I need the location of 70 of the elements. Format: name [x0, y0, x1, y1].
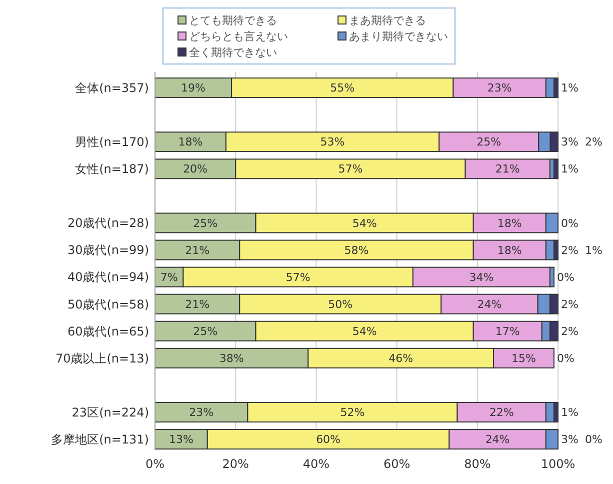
x-tick-label: 20%: [222, 457, 249, 471]
legend-label: あまり期待できない: [349, 30, 448, 43]
x-tick-label: 80%: [464, 457, 491, 471]
data-label: 50%: [328, 298, 353, 311]
data-label: 57%: [286, 270, 310, 284]
y-tick-label: 40歳代(n=94): [67, 270, 149, 284]
x-tick-label: 60%: [383, 457, 410, 471]
data-label: 1%: [585, 244, 602, 257]
data-label: 57%: [338, 162, 363, 176]
data-label: 1%: [561, 82, 578, 95]
data-label: 15%: [512, 352, 536, 365]
y-tick-label: 全体(n=357): [75, 80, 149, 95]
data-label: 21%: [185, 298, 210, 311]
data-label: 21%: [185, 244, 210, 257]
data-label: 7%: [160, 270, 178, 284]
y-tick-label: 50歳代(n=58): [67, 297, 149, 312]
data-label: 18%: [497, 244, 522, 257]
x-tick-label: 100%: [540, 457, 576, 471]
data-label: 1%: [561, 406, 578, 420]
data-label: 55%: [330, 82, 355, 95]
data-label: 20%: [183, 162, 208, 176]
data-label: 25%: [476, 136, 502, 149]
data-label: 54%: [352, 324, 377, 338]
data-label: 53%: [320, 136, 345, 149]
data-label: 3%: [561, 136, 578, 149]
data-label: 0%: [556, 270, 574, 284]
bar: [553, 158, 558, 180]
data-label: 23%: [189, 406, 214, 420]
legend-label: 全く期待できない: [189, 46, 277, 59]
y-tick-label: 60歳代(n=65): [67, 324, 149, 338]
data-label: 21%: [495, 162, 520, 176]
data-label: 22%: [489, 406, 514, 420]
data-label: 19%: [181, 82, 206, 95]
y-tick-label: 70歳以上(n=13): [55, 351, 149, 366]
y-tick-label: 23区(n=224): [72, 405, 149, 420]
data-label: 52%: [340, 406, 365, 420]
legend-label: まあ期待できる: [349, 14, 426, 27]
data-label: 2%: [561, 298, 578, 311]
data-label: 23%: [487, 82, 512, 95]
x-tick-label: 40%: [302, 457, 330, 471]
data-label: 0%: [585, 433, 602, 446]
data-label: 60%: [316, 433, 341, 446]
y-tick-label: 20歳代(n=28): [67, 216, 149, 230]
data-label: 13%: [168, 433, 194, 446]
data-label: 25%: [193, 216, 218, 230]
data-label: 54%: [352, 216, 377, 230]
data-label: 3%: [561, 433, 578, 446]
data-label: 0%: [556, 352, 574, 365]
legend-label: とても期待できる: [189, 14, 277, 27]
data-label: 46%: [388, 352, 414, 365]
data-label: 2%: [561, 244, 578, 257]
data-label: 18%: [497, 216, 522, 230]
y-tick-label: 多摩地区(n=131): [51, 432, 149, 446]
data-label: 38%: [219, 352, 244, 365]
data-label: 2%: [561, 324, 578, 338]
data-label: 25%: [193, 324, 218, 338]
x-tick-label: 0%: [145, 457, 165, 471]
data-label: 0%: [561, 216, 578, 230]
data-label: 58%: [344, 244, 369, 257]
data-label: 34%: [469, 270, 494, 284]
data-label: 18%: [178, 136, 203, 149]
data-label: 2%: [585, 136, 602, 149]
data-label: 24%: [485, 433, 510, 446]
data-label: 24%: [477, 298, 502, 311]
y-tick-label: 30歳代(n=99): [67, 243, 149, 258]
y-tick-label: 女性(n=187): [75, 162, 149, 176]
y-tick-label: 男性(n=170): [75, 135, 149, 150]
data-label: 17%: [495, 324, 520, 338]
data-label: 1%: [561, 162, 578, 176]
legend-label: どちらとも言えない: [189, 30, 288, 43]
